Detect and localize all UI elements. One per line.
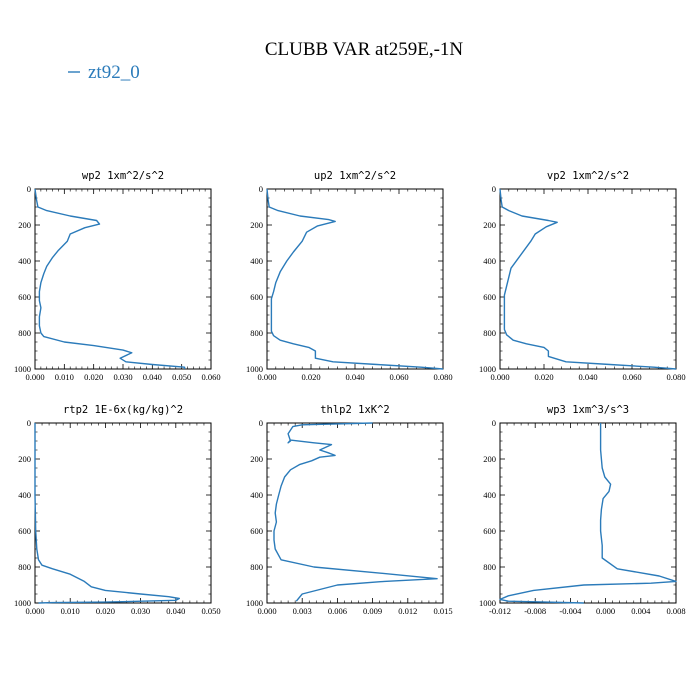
y-tick-label: 400 [483,256,496,266]
series-line [499,423,677,604]
panel-title: wp2 1xm^2/s^2 [82,170,164,182]
y-tick-label: 400 [18,490,31,500]
x-tick-label: 0.015 [433,606,452,616]
x-tick-label: 0.012 [398,606,417,616]
y-tick-label: 800 [483,562,496,572]
y-tick-label: 600 [250,526,263,536]
plot-frame [266,188,444,370]
panel-6: wp3 1xm^3/s^3 -0.012 -0.008 -0.004 0.000 0.00… [479,404,686,616]
y-tick-label: 200 [18,454,31,464]
series-line [499,188,677,370]
x-tick-label: -0.004 [559,606,582,616]
y-tick-label: 0 [259,184,263,194]
y-tick-label: 600 [18,526,31,536]
y-tick-label: 0 [492,418,496,428]
y-tick-label: 1000 [246,364,263,374]
y-tick-label: 0 [492,184,496,194]
series-line [34,423,181,604]
x-tick-label: 0.060 [201,372,220,382]
y-tick-label: 200 [483,454,496,464]
x-tick-label: 0.000 [257,606,276,616]
plot-frame [34,422,212,604]
x-tick-label: 0.040 [345,372,364,382]
plot-frame [34,188,212,370]
panel-4: rtp2 1E-6x(kg/kg)^2 0.000 0.010 0.020 0.030 0… [14,404,221,616]
x-tick-label: 0.030 [113,372,132,382]
y-tick-label: 1000 [14,364,31,374]
x-tick-label: 0.060 [389,372,408,382]
panel-title: up2 1xm^2/s^2 [314,170,396,182]
x-tick-label: 0.050 [172,372,191,382]
x-tick-label: 0.003 [293,606,312,616]
panel-3: vp2 1xm^2/s^2 0.000 0.020 0.040 0.060 0.080 0 2… [479,170,686,382]
y-tick-label: 1000 [479,598,496,608]
y-tick-label: 1000 [246,598,263,608]
y-tick-label: 0 [27,184,31,194]
y-tick-label: 200 [250,220,263,230]
x-tick-label: 0.009 [363,606,382,616]
y-tick-label: 600 [483,526,496,536]
x-tick-label: 0.000 [25,372,44,382]
plot-frame [499,422,677,604]
x-tick-label: 0.030 [131,606,150,616]
panel-5: thlp2 1xK^2 0.000 0.003 0.006 0.009 0.012 0.01… [246,404,453,616]
panel-title: vp2 1xm^2/s^2 [547,170,629,182]
x-tick-label: 0.004 [631,606,651,616]
y-tick-label: 0 [259,418,263,428]
y-tick-label: 400 [250,490,263,500]
panel-2: up2 1xm^2/s^2 0.000 0.020 0.040 0.060 0.080 0 2… [246,170,453,382]
y-tick-label: 400 [250,256,263,266]
y-tick-label: 1000 [479,364,496,374]
y-tick-label: 0 [27,418,31,428]
x-tick-label: 0.040 [578,372,597,382]
x-tick-label: 0.080 [433,372,452,382]
x-tick-label: 0.008 [666,606,685,616]
y-tick-label: 800 [250,328,263,338]
x-tick-label: 0.020 [96,606,115,616]
x-tick-label: 0.040 [143,372,162,382]
y-tick-label: 200 [250,454,263,464]
x-tick-label: 0.000 [257,372,276,382]
x-tick-label: 0.010 [61,606,80,616]
series-line [266,188,444,370]
y-tick-label: 800 [483,328,496,338]
series-line [34,188,186,369]
y-tick-label: 800 [18,328,31,338]
y-tick-label: 200 [483,220,496,230]
y-tick-label: 600 [18,292,31,302]
legend: zt92_0 [68,62,140,83]
panels: wp2 1xm^2/s^2 0.000 0.010 0.020 0.030 0.040 0.… [14,170,686,616]
x-tick-label: -0.012 [489,606,511,616]
x-tick-label: 0.020 [84,372,103,382]
x-tick-label: 0.020 [534,372,553,382]
x-tick-label: 0.060 [622,372,641,382]
y-tick-label: 400 [483,490,496,500]
y-tick-label: 1000 [14,598,31,608]
y-tick-label: 200 [18,220,31,230]
figure-title: CLUBB VAR at259E,-1N [265,39,464,60]
x-tick-label: 0.080 [666,372,685,382]
x-tick-label: 0.000 [596,606,615,616]
x-tick-label: 0.010 [55,372,74,382]
x-tick-label: 0.000 [490,372,509,382]
x-tick-label: 0.020 [301,372,320,382]
y-tick-label: 400 [18,256,31,266]
x-tick-label: 0.000 [25,606,44,616]
x-tick-label: 0.006 [328,606,347,616]
y-tick-label: 800 [250,562,263,572]
y-tick-label: 600 [483,292,496,302]
y-tick-label: 800 [18,562,31,572]
y-tick-label: 600 [250,292,263,302]
x-tick-label: 0.040 [166,606,185,616]
x-tick-label: 0.050 [201,606,220,616]
panel-title: thlp2 1xK^2 [320,404,390,416]
plot-frame [499,188,677,370]
series-line [273,422,438,602]
panel-title: rtp2 1E-6x(kg/kg)^2 [63,404,183,416]
panel-1: wp2 1xm^2/s^2 0.000 0.010 0.020 0.030 0.040 0.… [14,170,221,382]
legend-label: zt92_0 [88,62,140,83]
x-tick-label: -0.008 [524,606,546,616]
panel-title: wp3 1xm^3/s^3 [547,404,629,416]
